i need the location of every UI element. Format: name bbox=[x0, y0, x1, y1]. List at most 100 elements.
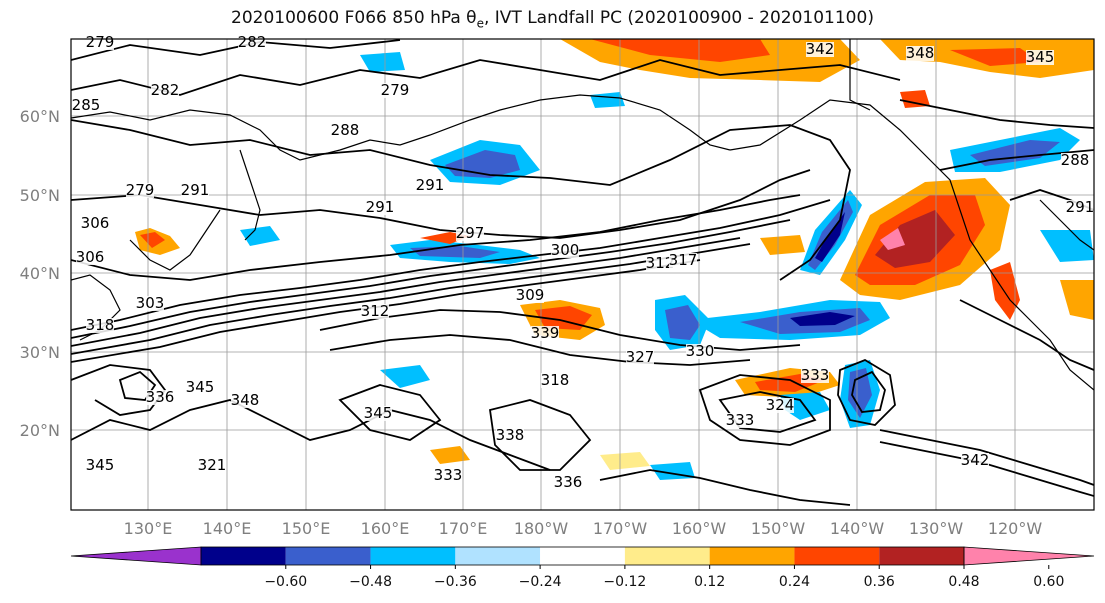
lat-label: 50°N bbox=[20, 186, 60, 205]
title-rest: , IVT Landfall PC (2020100900 - 20201011… bbox=[483, 8, 874, 28]
colorbar-extend-high bbox=[963, 546, 1095, 566]
contour-label: 306 bbox=[81, 214, 110, 232]
colorbar-segment bbox=[540, 547, 625, 565]
contour-label: 306 bbox=[76, 248, 105, 266]
contour-label-bg bbox=[726, 413, 754, 428]
contour-label-bg bbox=[81, 216, 109, 231]
lon-label: 130°W bbox=[909, 519, 964, 538]
title-subscript: e bbox=[476, 16, 484, 31]
colorbar-tick-label: 0.60 bbox=[1033, 574, 1064, 590]
colorbar-segment bbox=[709, 547, 795, 565]
contour-label-bg bbox=[551, 243, 579, 258]
contour-label: 345 bbox=[1026, 48, 1055, 66]
lat-label: 60°N bbox=[20, 107, 60, 126]
contour-label-bg bbox=[906, 46, 934, 61]
contour-label: 348 bbox=[906, 44, 935, 62]
contour-label-bg bbox=[364, 406, 392, 421]
colorbar-tick-label: −0.36 bbox=[434, 574, 477, 590]
contour-label: 282 bbox=[151, 81, 180, 99]
contour-label: 345 bbox=[186, 378, 215, 396]
lon-label: 150°E bbox=[282, 519, 331, 538]
contour-label: 318 bbox=[541, 371, 570, 389]
contour-label-bg bbox=[541, 373, 569, 388]
lon-label: 120°W bbox=[988, 519, 1043, 538]
contour-label: 336 bbox=[146, 388, 175, 406]
contour-label-bg bbox=[554, 475, 582, 490]
contour-label-bg bbox=[531, 326, 559, 341]
contour-label: 303 bbox=[136, 294, 165, 312]
contour-label-bg bbox=[381, 83, 409, 98]
colorbar-tick-label: 0.12 bbox=[694, 574, 725, 590]
contour-label-bg bbox=[126, 183, 154, 198]
contour-label-bg bbox=[806, 42, 834, 57]
colorbar-tick-labels: −0.60 −0.48 −0.36 −0.24 −0.12 0.12 0.24 0.36 0.4… bbox=[264, 565, 1064, 590]
contour-label: 279 bbox=[86, 33, 115, 51]
colorbar-segment bbox=[879, 547, 964, 565]
contour-label-bg bbox=[86, 318, 114, 333]
contour-label-bg bbox=[516, 288, 544, 303]
colorbar-segment bbox=[370, 547, 456, 565]
contour-label-bg bbox=[434, 468, 462, 483]
longitude-labels: 130°E 140°E 150°E 160°E 170°E 180°W 170°… bbox=[124, 519, 1043, 538]
contour-label: 317 bbox=[669, 251, 698, 269]
contour-label-bg bbox=[669, 253, 697, 268]
lon-label: 140°W bbox=[830, 519, 885, 538]
contour-label: 333 bbox=[434, 466, 463, 484]
contour-label-bg bbox=[361, 304, 389, 319]
shaded-anomalies bbox=[135, 39, 1094, 480]
contour-label: 291 bbox=[416, 176, 445, 194]
contour-label: 282 bbox=[238, 33, 267, 51]
map-title: 2020100600 F066 850 hPa θe, IVT Landfall… bbox=[0, 8, 1105, 30]
contour-label-bg bbox=[766, 398, 794, 413]
contour-label-layer: 279 282 282 285 288 279 291 291 291 297 300 306 303 3… bbox=[72, 33, 1095, 491]
contour-label: 279 bbox=[126, 181, 155, 199]
contour-label: 342 bbox=[806, 40, 835, 58]
contour-label-bg bbox=[801, 368, 829, 383]
contour-label: 324 bbox=[766, 396, 795, 414]
contour-label: 291 bbox=[366, 198, 395, 216]
contour-label: 348 bbox=[231, 391, 260, 409]
contour-label-bg bbox=[626, 350, 654, 365]
lon-label: 160°E bbox=[361, 519, 410, 538]
colorbar-tick-label: −0.12 bbox=[603, 574, 646, 590]
colorbar-tick-label: 0.24 bbox=[779, 574, 810, 590]
contour-label-bg bbox=[72, 98, 100, 113]
lat-label: 20°N bbox=[20, 421, 60, 440]
colorbar-tick-label: 0.36 bbox=[864, 574, 895, 590]
contour-label-bg bbox=[86, 458, 114, 473]
contour-label-bg bbox=[416, 178, 444, 193]
contour-label-bg bbox=[76, 250, 104, 265]
contour-label: 330 bbox=[686, 342, 715, 360]
contour-label: 321 bbox=[198, 456, 227, 474]
contour-label: 333 bbox=[801, 366, 830, 384]
graticule bbox=[71, 39, 1094, 510]
contour-label: 342 bbox=[961, 451, 990, 469]
contour-label-bg bbox=[331, 123, 359, 138]
lon-label: 140°E bbox=[203, 519, 252, 538]
contour-label-bg bbox=[456, 226, 484, 241]
contour-label: 312 bbox=[646, 254, 675, 272]
colorbar-segment bbox=[455, 547, 541, 565]
contour-label-bg bbox=[198, 458, 226, 473]
contour-label: 309 bbox=[516, 286, 545, 304]
contour-label-bg bbox=[366, 200, 394, 215]
contour-label-bg bbox=[686, 344, 714, 359]
theta-e-contours bbox=[71, 39, 1094, 506]
lon-label: 130°E bbox=[124, 519, 173, 538]
contour-label: 279 bbox=[381, 81, 410, 99]
contour-label-bg bbox=[961, 453, 989, 468]
title-main: 2020100600 F066 850 hPa θ bbox=[231, 8, 477, 28]
contour-label: 312 bbox=[361, 302, 390, 320]
contour-label-bg bbox=[146, 390, 174, 405]
lon-label: 180°W bbox=[514, 519, 569, 538]
contour-label: 288 bbox=[1061, 151, 1090, 169]
latitude-labels: 60°N 50°N 40°N 30°N 20°N bbox=[20, 107, 60, 440]
contour-label: 327 bbox=[626, 348, 655, 366]
contour-label-bg bbox=[1061, 153, 1089, 168]
lat-label: 30°N bbox=[20, 343, 60, 362]
colorbar-segment bbox=[624, 547, 710, 565]
contour-label: 288 bbox=[331, 121, 360, 139]
contour-label-bg bbox=[151, 83, 179, 98]
contour-label: 291 bbox=[1066, 198, 1095, 216]
